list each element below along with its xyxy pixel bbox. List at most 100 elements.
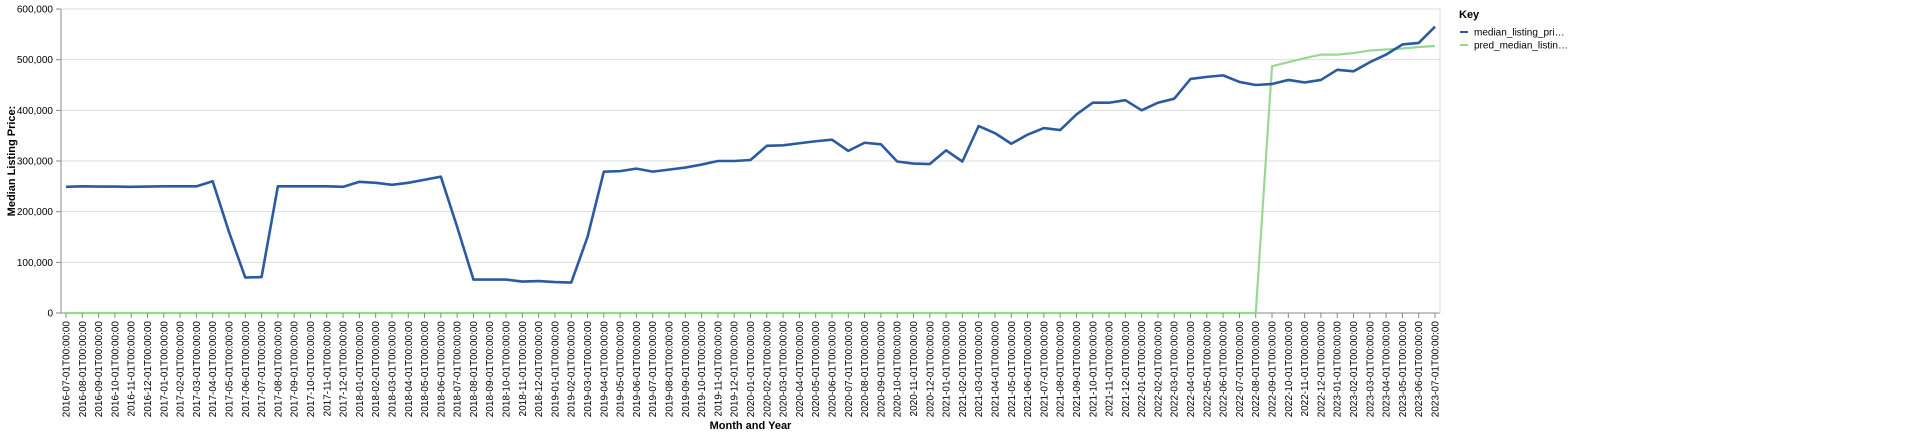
x-tick-label: 2019-12-01T00:00:00 <box>730 321 741 418</box>
x-tick-label: 2021-05-01T00:00:00 <box>1007 321 1018 418</box>
x-tick-label: 2017-09-01T00:00:00 <box>290 321 301 418</box>
x-tick-label: 2023-01-01T00:00:00 <box>1333 321 1344 418</box>
x-tick-label: 2016-10-01T00:00:00 <box>110 321 121 418</box>
x-tick-label: 2022-12-01T00:00:00 <box>1316 321 1327 418</box>
x-tick-label: 2019-06-01T00:00:00 <box>632 321 643 418</box>
x-tick-label: 2017-03-01T00:00:00 <box>192 321 203 418</box>
x-tick-label: 2021-07-01T00:00:00 <box>1039 321 1050 418</box>
x-tick-label: 2022-04-01T00:00:00 <box>1186 321 1197 418</box>
y-tick-label: 600,000 <box>17 5 54 16</box>
x-tick-label: 2021-06-01T00:00:00 <box>1023 321 1034 418</box>
x-tick-label: 2017-12-01T00:00:00 <box>339 321 350 418</box>
gridlines <box>61 8 1440 314</box>
x-tick-label: 2020-10-01T00:00:00 <box>893 321 904 418</box>
x-tick-label: 2018-10-01T00:00:00 <box>502 321 513 418</box>
x-tick-label: 2022-06-01T00:00:00 <box>1219 321 1230 418</box>
x-tick-label: 2023-07-01T00:00:00 <box>1431 321 1442 418</box>
x-tick-label: 2019-02-01T00:00:00 <box>567 321 578 418</box>
x-tick-label: 2020-05-01T00:00:00 <box>811 321 822 418</box>
x-tick-label: 2018-09-01T00:00:00 <box>485 321 496 418</box>
x-tick-label: 2020-12-01T00:00:00 <box>925 321 936 418</box>
x-tick-label: 2021-11-01T00:00:00 <box>1105 321 1116 417</box>
legend-label: median_listing_pri… <box>1474 28 1565 39</box>
x-tick-label: 2022-10-01T00:00:00 <box>1284 321 1295 418</box>
x-tick-label: 2018-11-01T00:00:00 <box>518 321 529 417</box>
x-tick-label: 2020-07-01T00:00:00 <box>844 321 855 418</box>
x-tick-label: 2018-12-01T00:00:00 <box>534 321 545 418</box>
x-tick-label: 2017-06-01T00:00:00 <box>241 321 252 418</box>
x-tick-label: 2019-05-01T00:00:00 <box>616 321 627 418</box>
x-tick-label: 2017-07-01T00:00:00 <box>257 321 268 418</box>
x-tick-label: 2022-05-01T00:00:00 <box>1202 321 1213 418</box>
x-tick-label: 2016-07-01T00:00:00 <box>62 321 73 418</box>
x-tick-label: 2022-07-01T00:00:00 <box>1235 321 1246 418</box>
x-tick-label: 2020-02-01T00:00:00 <box>762 321 773 418</box>
y-tick-label: 100,000 <box>17 258 54 269</box>
x-tick-label: 2023-06-01T00:00:00 <box>1414 321 1425 418</box>
x-tick-label: 2021-02-01T00:00:00 <box>958 321 969 418</box>
x-tick-label: 2018-06-01T00:00:00 <box>436 321 447 418</box>
x-tick-label: 2018-05-01T00:00:00 <box>420 321 431 418</box>
x-tick-label: 2019-09-01T00:00:00 <box>681 321 692 418</box>
x-tick-label: 2017-04-01T00:00:00 <box>208 321 219 418</box>
x-tick-label: 2023-03-01T00:00:00 <box>1365 321 1376 418</box>
x-tick-label: 2017-05-01T00:00:00 <box>224 321 235 418</box>
x-tick-label: 2020-08-01T00:00:00 <box>860 321 871 418</box>
legend-title: Key <box>1459 9 1480 21</box>
x-tick-label: 2019-08-01T00:00:00 <box>665 321 676 418</box>
x-tick-label: 2020-01-01T00:00:00 <box>746 321 757 418</box>
x-tick-label: 2018-03-01T00:00:00 <box>387 321 398 418</box>
x-tick-label: 2023-02-01T00:00:00 <box>1349 321 1360 418</box>
x-tick-label: 2020-03-01T00:00:00 <box>779 321 790 418</box>
y-tick-label: 200,000 <box>17 207 54 218</box>
x-tick-label: 2021-12-01T00:00:00 <box>1121 321 1132 418</box>
x-tick-label: 2022-11-01T00:00:00 <box>1300 321 1311 417</box>
x-tick-label: 2018-02-01T00:00:00 <box>371 321 382 418</box>
x-tick-label: 2020-04-01T00:00:00 <box>795 321 806 418</box>
x-tick-label: 2017-10-01T00:00:00 <box>306 321 317 418</box>
x-axis-title: Month and Year <box>710 420 792 432</box>
series-line-median-listing-price <box>65 25 1436 284</box>
x-tick-label: 2020-11-01T00:00:00 <box>909 321 920 417</box>
x-tick-label: 2021-08-01T00:00:00 <box>1056 321 1067 418</box>
x-tick-label: 2023-05-01T00:00:00 <box>1398 321 1409 418</box>
x-tick-label: 2018-08-01T00:00:00 <box>469 321 480 418</box>
y-tick-label: 300,000 <box>17 157 54 168</box>
x-tick-label: 2021-10-01T00:00:00 <box>1088 321 1099 418</box>
y-tick-label: 400,000 <box>17 106 54 117</box>
x-tick-label: 2018-07-01T00:00:00 <box>453 321 464 418</box>
y-axis-title: Median Listing Price: <box>6 106 18 217</box>
x-tick-label: 2019-11-01T00:00:00 <box>713 321 724 417</box>
x-tick-label: 2016-11-01T00:00:00 <box>127 321 138 417</box>
x-tick-label: 2016-08-01T00:00:00 <box>78 321 89 418</box>
x-tick-label: 2021-03-01T00:00:00 <box>974 321 985 418</box>
y-axis: 0 100,000 200,000 300,000 400,000 500,000 600,… <box>17 5 61 320</box>
series-lines <box>65 25 1436 315</box>
x-tick-label: 2020-06-01T00:00:00 <box>827 321 838 418</box>
series-line-pred-median-listing-price <box>66 44 1436 315</box>
x-tick-label: 2017-08-01T00:00:00 <box>273 321 284 418</box>
x-tick-label: 2022-08-01T00:00:00 <box>1251 321 1262 418</box>
x-tick-label: 2021-04-01T00:00:00 <box>990 321 1001 418</box>
x-tick-label: 2022-02-01T00:00:00 <box>1153 321 1164 418</box>
x-tick-label: 2020-09-01T00:00:00 <box>876 321 887 418</box>
x-axis: 2016-07-01T00:00:00 2016-08-01T00:00:00 20… <box>62 313 1442 417</box>
x-tick-label: 2019-01-01T00:00:00 <box>550 321 561 418</box>
x-tick-label: 2022-01-01T00:00:00 <box>1137 321 1148 418</box>
legend: Key median_listing_pri… pred_median_listi… <box>1459 9 1568 52</box>
x-tick-label: 2017-02-01T00:00:00 <box>176 321 187 418</box>
x-tick-label: 2016-09-01T00:00:00 <box>94 321 105 418</box>
x-tick-label: 2017-01-01T00:00:00 <box>159 321 170 418</box>
x-tick-label: 2019-03-01T00:00:00 <box>583 321 594 418</box>
x-tick-label: 2019-10-01T00:00:00 <box>697 321 708 418</box>
x-tick-label: 2018-01-01T00:00:00 <box>355 321 366 418</box>
x-tick-label: 2022-03-01T00:00:00 <box>1170 321 1181 418</box>
x-tick-label: 2019-04-01T00:00:00 <box>599 321 610 418</box>
y-tick-label: 500,000 <box>17 55 54 66</box>
x-tick-label: 2018-04-01T00:00:00 <box>404 321 415 418</box>
x-tick-label: 2021-09-01T00:00:00 <box>1072 321 1083 418</box>
y-tick-label: 0 <box>47 309 53 320</box>
x-tick-label: 2021-01-01T00:00:00 <box>942 321 953 418</box>
legend-label: pred_median_listin… <box>1474 41 1568 52</box>
